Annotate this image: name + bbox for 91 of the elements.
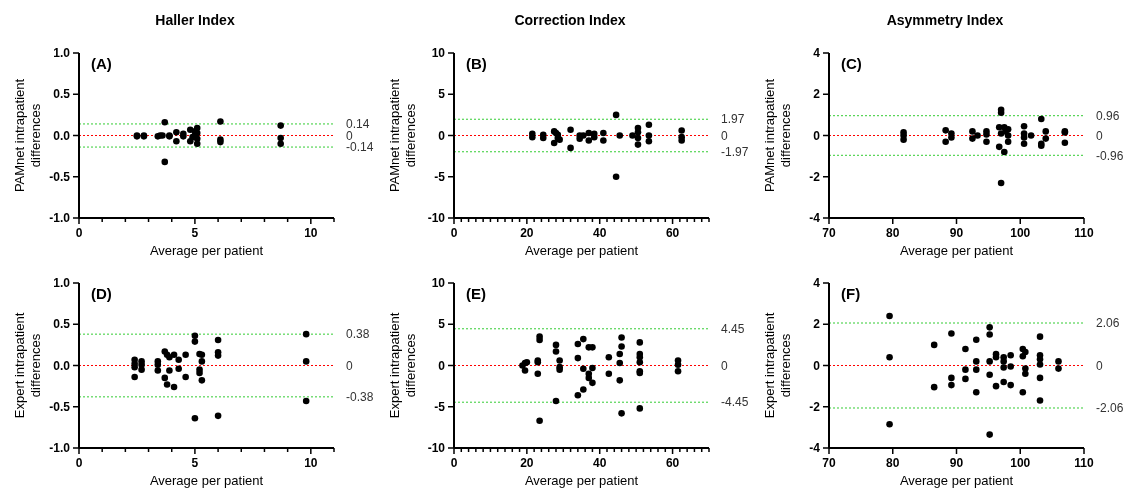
x-tick-label: 5: [191, 456, 199, 470]
x-tick-label: 70: [822, 226, 836, 240]
x-tick-label: 60: [665, 456, 680, 470]
annotation: (A): [91, 55, 112, 72]
x-tick-label: 90: [949, 226, 964, 240]
y-tick-label: -2: [809, 169, 821, 184]
ref-line-label: 0.96: [1096, 108, 1120, 123]
y-axis-title: PAMnet intrapatient differences: [12, 78, 43, 193]
y-tick-label: 0: [813, 358, 821, 373]
ref-line-label: -0.96: [1096, 148, 1124, 163]
x-tick-label: 80: [886, 456, 900, 470]
x-tick-label: 100: [1010, 456, 1031, 470]
y-tick-label: -5: [434, 169, 446, 184]
y-tick-label: 5: [438, 317, 446, 332]
y-tick-label: 0: [438, 358, 446, 373]
ref-line-label: 0: [1096, 128, 1103, 143]
annotation: (F): [841, 285, 861, 302]
x-tick-label: 110: [1074, 456, 1095, 470]
x-axis-title: Average per patient: [149, 473, 264, 488]
y-tick-label: 1.0: [53, 46, 71, 61]
ref-line-label: 0: [346, 358, 353, 373]
x-tick-label: 0: [450, 226, 458, 240]
x-tick-label: 5: [191, 226, 199, 240]
x-axis-title: Average per patient: [524, 473, 639, 488]
y-axis-title: PAMnet intrapatient differences: [762, 78, 793, 193]
y-tick-label: 4: [813, 46, 821, 61]
ref-line-label: 0: [1096, 358, 1103, 373]
y-tick-label: 0.5: [53, 87, 71, 102]
y-tick-label: 0.5: [53, 317, 71, 332]
y-tick-label: -10: [427, 441, 446, 456]
x-tick-label: 20: [520, 456, 534, 470]
y-tick-label: 1.0: [53, 276, 71, 291]
y-tick-label: 0: [438, 128, 446, 143]
x-tick-label: 90: [949, 456, 964, 470]
x-axis-title: Average per patient: [149, 243, 264, 258]
x-tick-label: 40: [593, 456, 607, 470]
y-tick-label: -0.5: [49, 399, 71, 414]
chart-title: Asymmetry Index: [886, 12, 1004, 28]
y-axis-title: Expert intrapatient differences: [12, 312, 43, 419]
y-tick-label: 2: [813, 317, 821, 332]
x-tick-label: 10: [304, 226, 318, 240]
x-tick-label: 110: [1074, 226, 1095, 240]
ref-line-label: 2.06: [1096, 316, 1120, 331]
x-tick-label: 70: [822, 456, 836, 470]
annotation: (B): [466, 55, 487, 72]
x-tick-label: 0: [75, 456, 83, 470]
ref-line-label: 0: [721, 358, 728, 373]
ref-line-label: 1.97: [721, 112, 745, 127]
x-axis-title: Average per patient: [524, 243, 639, 258]
x-tick-label: 0: [75, 226, 83, 240]
chart-title: Correction Index: [514, 12, 626, 28]
annotation: (D): [91, 285, 112, 302]
y-tick-label: 0.0: [53, 358, 71, 373]
y-tick-label: -0.5: [49, 169, 71, 184]
x-axis-title: Average per patient: [899, 473, 1014, 488]
x-tick-label: 60: [665, 226, 680, 240]
ref-line-label: 0: [721, 128, 728, 143]
ref-line-label: -1.97: [721, 144, 749, 159]
ref-line-label: -0.38: [346, 390, 374, 405]
y-axis-title: PAMnet intrapatient differences: [387, 78, 418, 193]
y-tick-label: -1.0: [49, 441, 71, 456]
x-tick-label: 80: [886, 226, 900, 240]
ref-line-label: -0.14: [346, 140, 374, 155]
chart-title: Haller Index: [155, 12, 235, 28]
y-tick-label: 0.0: [53, 128, 71, 143]
ref-line-label: -2.06: [1096, 401, 1124, 416]
y-tick-label: 5: [438, 87, 446, 102]
y-tick-label: 10: [431, 276, 446, 291]
annotation: (C): [841, 55, 862, 72]
annotation: (E): [466, 285, 486, 302]
x-tick-label: 100: [1010, 226, 1031, 240]
y-tick-label: -2: [809, 399, 821, 414]
y-tick-label: 4: [813, 276, 821, 291]
y-tick-label: -4: [809, 441, 821, 456]
y-tick-label: 2: [813, 87, 821, 102]
x-tick-label: 20: [520, 226, 534, 240]
x-tick-label: 10: [304, 456, 318, 470]
ref-line-label: 4.45: [721, 321, 745, 336]
y-tick-label: -10: [427, 211, 446, 226]
y-tick-label: -1.0: [49, 211, 71, 226]
y-axis-title: Expert intrapatient differences: [387, 312, 418, 419]
x-tick-label: 0: [450, 456, 458, 470]
y-axis-title: Expert intrapatient differences: [762, 312, 793, 419]
x-tick-label: 40: [593, 226, 607, 240]
y-tick-label: 0: [813, 128, 821, 143]
y-tick-label: -5: [434, 399, 446, 414]
y-tick-label: 10: [431, 46, 446, 61]
ref-line-label: -4.45: [721, 395, 749, 410]
ref-line-label: 0.38: [346, 327, 370, 342]
y-tick-label: -4: [809, 211, 821, 226]
x-axis-title: Average per patient: [899, 243, 1014, 258]
